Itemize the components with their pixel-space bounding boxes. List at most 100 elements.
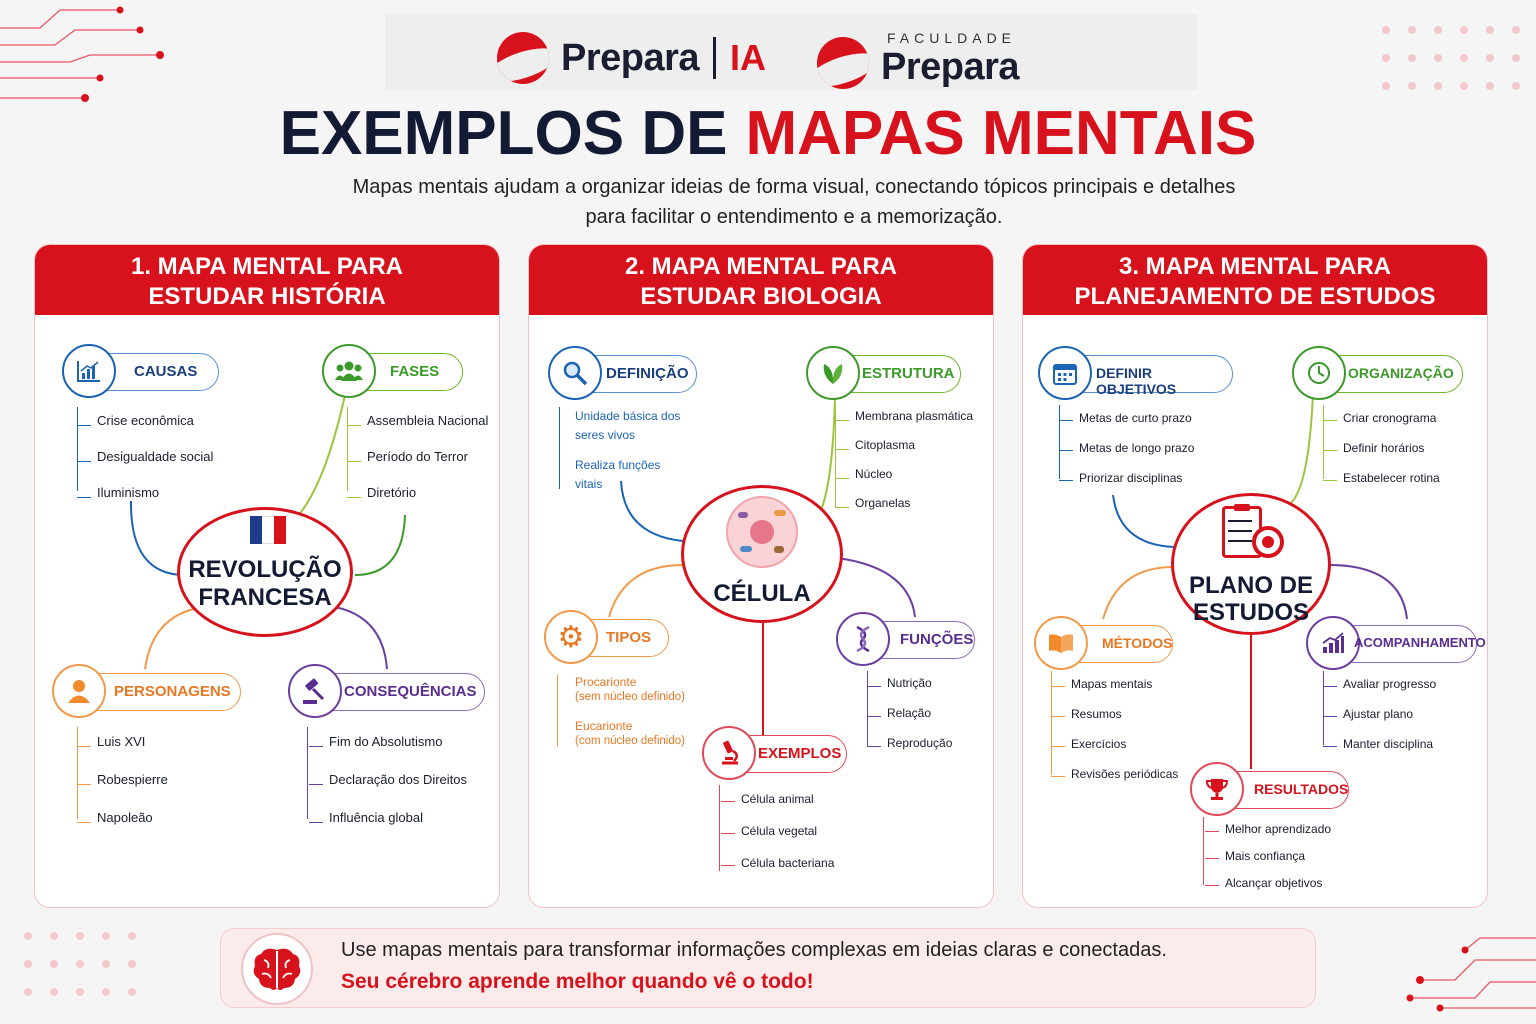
list-item: Membrana plasmática — [833, 405, 973, 434]
center-label-line1: REVOLUÇÃO — [188, 556, 342, 583]
logos-bar: Prepara IA FACULDADE Prepara — [385, 14, 1197, 90]
list-item: Nutrição — [865, 671, 952, 701]
list-item: Napoleão — [75, 803, 168, 841]
branch-tipos[interactable]: ⚙ TIPOS — [544, 610, 669, 664]
bottom-banner: Use mapas mentais para transformar infor… — [220, 928, 1316, 1008]
page-subtitle: Mapas mentais ajudam a organizar ideias … — [0, 172, 1536, 232]
branch-causas[interactable]: CAUSAS — [62, 344, 219, 398]
branch-label: TIPOS — [606, 629, 652, 646]
branch-organizacao[interactable]: ORGANIZAÇÃO — [1292, 346, 1463, 400]
faculdade-logo-mark — [817, 36, 869, 89]
list-item: Célula bacteriana — [719, 849, 834, 881]
list-item: Metas de curto prazo — [1057, 405, 1194, 435]
banner-text-line1: Use mapas mentais para transformar infor… — [341, 939, 1167, 961]
person-icon — [52, 664, 106, 718]
growth-chart-icon — [1306, 616, 1360, 670]
list-item: Eucarionte — [575, 719, 633, 733]
branch-label: CAUSAS — [134, 363, 198, 380]
list-item: Diretório — [345, 479, 488, 515]
list-item: vitais — [575, 477, 603, 491]
dots-decoration-bottom-left — [24, 932, 136, 996]
list-item: Criar cronograma — [1321, 405, 1440, 435]
list-consequencias: Fim do Absolutismo Declaração dos Direit… — [307, 727, 467, 841]
list-item: Citoplasma — [833, 434, 973, 463]
branch-acompanhamento[interactable]: ACOMPANHAMENTO — [1306, 616, 1486, 670]
list-funcoes: Nutrição Relação Reprodução — [865, 671, 952, 761]
list-definicao: Unidade básica dos seres vivos Realiza f… — [559, 407, 680, 494]
list-item: Melhor aprendizado — [1203, 817, 1331, 844]
trophy-icon — [1190, 762, 1244, 816]
list-item: Reprodução — [865, 731, 952, 761]
list-item: Resumos — [1049, 701, 1178, 731]
branch-label: ACOMPANHAMENTO — [1354, 635, 1486, 650]
list-item: Declaração dos Direitos — [307, 765, 467, 803]
list-item: Desigualdade social — [75, 443, 213, 479]
gavel-icon — [288, 664, 342, 718]
card-planning-title-line1: 3. MAPA MENTAL PARA — [1118, 253, 1391, 280]
list-item: Luis XVI — [75, 727, 168, 765]
card-biology-title-line2: ESTUDAR BIOLOGIA — [640, 283, 882, 310]
list-item: Priorizar disciplinas — [1057, 465, 1194, 495]
branch-metodos[interactable]: MÉTODOS — [1034, 616, 1173, 670]
center-node-celula: CÉLULA — [681, 485, 843, 623]
list-exemplos: Célula animal Célula vegetal Célula bact… — [719, 785, 834, 881]
branch-exemplos[interactable]: EXEMPLOS — [702, 726, 847, 780]
circuit-decoration-bottom-right — [1406, 937, 1536, 1012]
book-icon — [1034, 616, 1088, 670]
list-item: Exercícios — [1049, 731, 1178, 761]
list-personagens: Luis XVI Robespierre Napoleão — [75, 727, 168, 841]
card-history-connectors — [129, 394, 406, 670]
card-planning-title-line2: PLANEJAMENTO DE ESTUDOS — [1074, 283, 1436, 310]
gear-icon: ⚙ — [544, 610, 598, 664]
branch-estrutura[interactable]: ESTRUTURA — [806, 346, 961, 400]
branch-label: ESTRUTURA — [862, 365, 955, 382]
card-history: 1. MAPA MENTAL PARA ESTUDAR HISTÓRIA REV… — [34, 244, 500, 908]
branch-label: RESULTADOS — [1254, 781, 1349, 797]
card-biology-title-line1: 2. MAPA MENTAL PARA — [624, 253, 897, 280]
center-node-revolucao: REVOLUÇÃO FRANCESA — [177, 507, 353, 637]
list-causas: Crise econômica Desigualdade social Ilum… — [75, 407, 213, 515]
magnifier-icon — [548, 346, 602, 400]
logo1-name: Prepara — [561, 36, 700, 79]
france-flag-icon — [250, 516, 286, 544]
branch-fases[interactable]: FASES — [322, 344, 463, 398]
center-label-line1: PLANO DE — [1188, 572, 1313, 599]
faculdade-prepara-logo: FACULDADE Prepara — [817, 30, 1020, 89]
circuit-decoration-top-left — [0, 6, 164, 102]
list-item: Célula animal — [719, 785, 834, 817]
branch-consequencias[interactable]: CONSEQUÊNCIAS — [288, 664, 485, 718]
microscope-icon — [702, 726, 756, 780]
branch-resultados[interactable]: RESULTADOS — [1190, 762, 1349, 816]
branch-label: DEFINIR OBJETIVOS — [1096, 365, 1177, 397]
branch-label: ORGANIZAÇÃO — [1348, 365, 1454, 381]
list-item: (com núcleo definido) — [575, 735, 685, 747]
chart-icon — [62, 344, 116, 398]
list-item: Realiza funções — [575, 458, 661, 472]
list-item: Fim do Absolutismo — [307, 727, 467, 765]
checklist-target-icon — [1222, 504, 1288, 564]
brain-icon — [241, 933, 313, 1005]
card-planning: 3. MAPA MENTAL PARA PLANEJAMENTO DE ESTU… — [1022, 244, 1488, 908]
title-part1: EXEMPLOS DE — [279, 99, 728, 168]
branch-definicao[interactable]: DEFINIÇÃO — [548, 346, 697, 400]
list-definir-objetivos: Metas de curto prazo Metas de longo praz… — [1057, 405, 1194, 495]
list-resultados: Melhor aprendizado Mais confiança Alcanç… — [1203, 817, 1331, 898]
card-history-title-line1: 1. MAPA MENTAL PARA — [130, 253, 403, 280]
list-organizacao: Criar cronograma Definir horários Estabe… — [1321, 405, 1440, 495]
branch-definir-objetivos[interactable]: DEFINIR OBJETIVOS — [1038, 346, 1233, 400]
list-item: Robespierre — [75, 765, 168, 803]
center-label-line2: FRANCESA — [198, 584, 332, 611]
card-biology-header: 2. MAPA MENTAL PARA ESTUDAR BIOLOGIA — [529, 245, 993, 315]
branch-label: FASES — [390, 363, 440, 380]
subtitle-line2: para facilitar o entendimento e a memori… — [585, 206, 1003, 228]
center-label-line1: CÉLULA — [713, 580, 811, 607]
list-item: Unidade básica dos — [575, 409, 681, 423]
branch-funcoes[interactable]: FUNÇÕES — [836, 612, 975, 666]
title-part2: MAPAS MENTAIS — [745, 99, 1257, 168]
page-title: EXEMPLOS DE MAPAS MENTAIS — [0, 98, 1536, 169]
list-item: Relação — [865, 701, 952, 731]
branch-label: CONSEQUÊNCIAS — [344, 683, 477, 700]
list-item: Assembleia Nacional — [345, 407, 488, 443]
list-item: Manter disciplina — [1321, 731, 1436, 761]
branch-personagens[interactable]: PERSONAGENS — [52, 664, 241, 718]
